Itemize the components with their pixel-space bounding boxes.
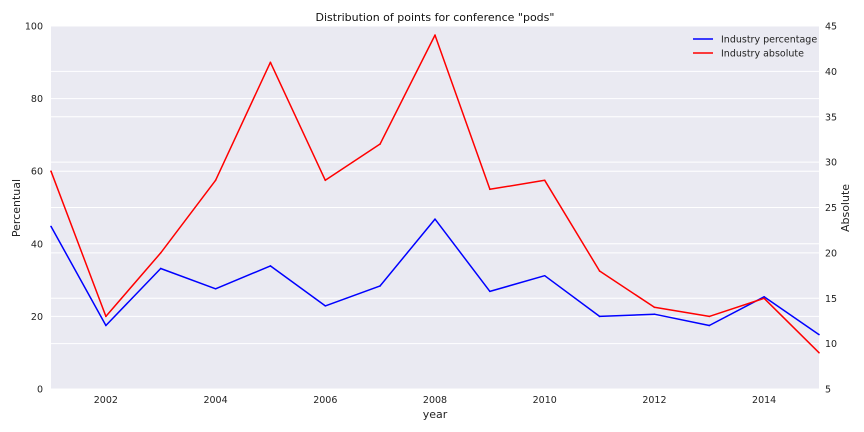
grid (51, 25, 819, 390)
series-point (708, 324, 711, 327)
series-point (653, 306, 656, 309)
x-tick-label: 2002 (94, 395, 118, 406)
legend: Industry percentage Industry absolute (693, 35, 817, 60)
series-point (489, 290, 491, 293)
series-point (105, 324, 107, 327)
series-point (50, 170, 52, 172)
series-point (543, 274, 546, 277)
series-point (269, 61, 272, 64)
x-tick-label: 2014 (752, 395, 776, 406)
y-tick-label-right: 35 (825, 112, 837, 123)
series-point (105, 315, 107, 318)
series-point (379, 143, 381, 145)
y-ticks-right: 5 10 15 20 25 30 35 40 45 (825, 22, 837, 396)
y-tick-label-left: 0 (37, 385, 43, 396)
series-point (818, 333, 820, 336)
y-tick-label-right: 20 (825, 248, 837, 259)
y-tick-label-left: 40 (31, 239, 43, 250)
series-point (159, 267, 162, 270)
y-tick-label-right: 15 (825, 294, 837, 305)
y-tick-label-right: 25 (825, 203, 837, 214)
series-point (434, 218, 436, 220)
y-tick-label-left: 80 (31, 94, 43, 105)
series-point (324, 179, 327, 182)
series-point (763, 297, 765, 300)
x-tick-label: 2012 (642, 395, 666, 406)
legend-label: Industry absolute (721, 49, 804, 60)
series-point (818, 351, 820, 354)
y-axis-label-right: Absolute (839, 184, 852, 232)
y-tick-label-left: 20 (31, 312, 43, 323)
series-point (50, 225, 52, 228)
series-point (653, 313, 656, 316)
series-point (543, 179, 546, 182)
x-tick-label: 2008 (423, 395, 447, 406)
series-1 (50, 218, 820, 336)
series-point (708, 315, 711, 318)
series-point (763, 295, 765, 298)
x-ticks: 2002 2004 2006 2008 2010 2012 2014 (94, 395, 776, 406)
series-point (324, 305, 327, 307)
y-tick-label-right: 40 (825, 67, 837, 78)
series-point (159, 252, 162, 254)
y-tick-label-right: 30 (825, 158, 837, 169)
series-point (598, 270, 601, 272)
series-point (214, 179, 217, 182)
y-tick-label-left: 60 (31, 167, 43, 178)
series-2 (50, 34, 820, 354)
series-layer (50, 34, 820, 354)
series-point (598, 315, 601, 318)
x-tick-label: 2006 (313, 395, 337, 406)
chart-title: Distribution of points for conference "p… (316, 11, 555, 24)
y-ticks-left: 0 20 40 60 80 100 (25, 22, 43, 396)
y-tick-label-left: 100 (25, 22, 43, 33)
x-tick-label: 2004 (203, 395, 227, 406)
series-point (489, 188, 491, 191)
series-point (269, 265, 272, 267)
series-point (214, 288, 217, 290)
series-point (434, 34, 436, 36)
series-point (379, 285, 381, 287)
x-axis-label: year (423, 408, 448, 421)
y-tick-label-right: 45 (825, 22, 837, 33)
legend-label: Industry percentage (721, 35, 817, 46)
y-axis-label-left: Percentual (10, 179, 23, 237)
x-tick-label: 2010 (533, 395, 557, 406)
y-tick-label-right: 10 (825, 339, 837, 350)
y-tick-label-right: 5 (825, 385, 831, 396)
